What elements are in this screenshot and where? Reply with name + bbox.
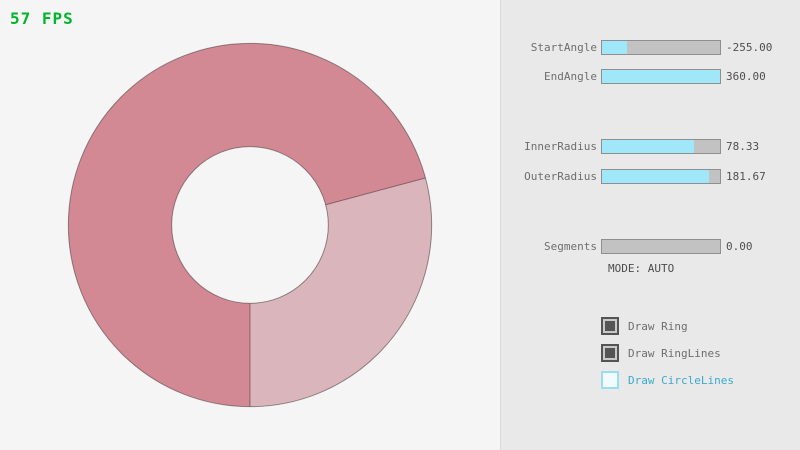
inner-radius-value: 78.33 — [726, 140, 760, 153]
slider-row-outer-radius: OuterRadius 181.67 — [501, 169, 800, 184]
ring-canvas — [67, 42, 433, 408]
segments-slider[interactable] — [601, 239, 721, 254]
ring-outline-inner-circle — [171, 146, 329, 304]
ring-outline-upper-right-radial — [325, 177, 426, 206]
slider-row-end-angle: EndAngle 360.00 — [501, 69, 800, 84]
end-angle-slider-fill — [602, 70, 720, 83]
outer-radius-slider[interactable] — [601, 169, 721, 184]
start-angle-slider-fill — [602, 41, 627, 54]
end-angle-value: 360.00 — [726, 70, 766, 83]
draw-ringlines-label: Draw RingLines — [628, 346, 721, 360]
checkbox-row-draw-ringlines: Draw RingLines — [601, 344, 721, 362]
end-angle-slider[interactable] — [601, 69, 721, 84]
outer-radius-value: 181.67 — [726, 170, 766, 183]
slider-row-segments: Segments 0.00 — [501, 239, 800, 254]
start-angle-slider[interactable] — [601, 40, 721, 55]
ring-outline-outer-circle — [67, 42, 433, 408]
checkbox-row-draw-circlelines: Draw CircleLines — [601, 371, 734, 389]
end-angle-label: EndAngle — [544, 70, 597, 83]
ring-segment-single — [250, 177, 432, 407]
draw-ring-label: Draw Ring — [628, 319, 688, 333]
draw-circlelines-label: Draw CircleLines — [628, 373, 734, 387]
control-panel: StartAngle -255.00 EndAngle 360.00 Inner… — [500, 0, 800, 450]
fps-counter: 57 FPS — [10, 9, 74, 28]
ring-outline — [67, 42, 433, 408]
start-angle-label: StartAngle — [530, 41, 597, 54]
slider-row-inner-radius: InnerRadius 78.33 — [501, 139, 800, 154]
draw-circlelines-checkbox[interactable] — [601, 371, 619, 389]
inner-radius-slider[interactable] — [601, 139, 721, 154]
segments-label: Segments — [544, 240, 597, 253]
outer-radius-slider-fill — [602, 170, 710, 183]
draw-ringlines-checkbox[interactable] — [601, 344, 619, 362]
outer-radius-label: OuterRadius — [524, 170, 597, 183]
start-angle-value: -255.00 — [726, 41, 773, 54]
inner-radius-label: InnerRadius — [524, 140, 597, 153]
slider-row-start-angle: StartAngle -255.00 — [501, 40, 800, 55]
checkbox-row-draw-ring: Draw Ring — [601, 317, 688, 335]
segments-value: 0.00 — [726, 240, 753, 253]
segments-mode-label: MODE: AUTO — [608, 262, 675, 275]
inner-radius-slider-fill — [602, 140, 695, 153]
draw-ring-checkbox[interactable] — [601, 317, 619, 335]
